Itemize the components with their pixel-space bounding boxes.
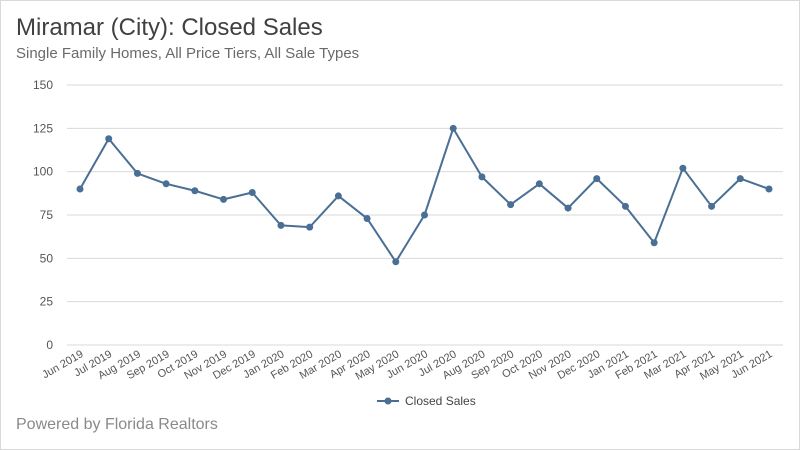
data-point[interactable]: [392, 258, 400, 266]
data-point[interactable]: [765, 185, 773, 193]
data-point[interactable]: [248, 188, 256, 196]
data-point[interactable]: [133, 169, 141, 177]
y-tick-label: 25: [40, 295, 54, 309]
data-point[interactable]: [621, 202, 629, 210]
data-point[interactable]: [421, 211, 428, 219]
y-axis-ticks: 0 25 50 75 100 125 150: [33, 78, 53, 352]
y-tick-label: 50: [40, 251, 54, 265]
y-tick-label: 100: [33, 165, 53, 179]
data-point[interactable]: [363, 214, 371, 222]
data-point[interactable]: [478, 173, 486, 181]
chart-subtitle: Single Family Homes, All Price Tiers, Al…: [16, 45, 360, 62]
data-point[interactable]: [334, 192, 342, 200]
data-point[interactable]: [507, 201, 515, 209]
y-tick-label: 75: [40, 208, 54, 222]
chart-title: Miramar (City): Closed Sales: [16, 14, 323, 41]
legend-marker: [384, 397, 392, 405]
series-line: [79, 127, 770, 263]
data-point[interactable]: [535, 180, 543, 188]
legend[interactable]: Closed Sales: [377, 394, 476, 408]
data-point[interactable]: [105, 135, 113, 143]
y-tick-label: 0: [46, 338, 53, 352]
y-tick-label: 150: [33, 78, 53, 92]
grid-lines: [67, 84, 783, 346]
data-point[interactable]: [736, 175, 744, 183]
footer-credit: Powered by Florida Realtors: [16, 416, 218, 433]
data-point[interactable]: [449, 124, 457, 132]
data-point[interactable]: [708, 202, 716, 210]
data-point[interactable]: [564, 204, 572, 212]
data-point[interactable]: [76, 185, 84, 193]
legend-label: Closed Sales: [405, 394, 476, 408]
data-point[interactable]: [593, 175, 601, 183]
data-point[interactable]: [162, 180, 170, 188]
data-point[interactable]: [191, 187, 199, 195]
data-point[interactable]: [679, 164, 687, 172]
data-point[interactable]: [277, 221, 285, 229]
series-closed-sales: [76, 124, 773, 266]
data-point[interactable]: [306, 223, 314, 231]
data-point[interactable]: [650, 239, 658, 247]
data-point[interactable]: [220, 195, 228, 203]
y-tick-label: 125: [33, 121, 53, 135]
